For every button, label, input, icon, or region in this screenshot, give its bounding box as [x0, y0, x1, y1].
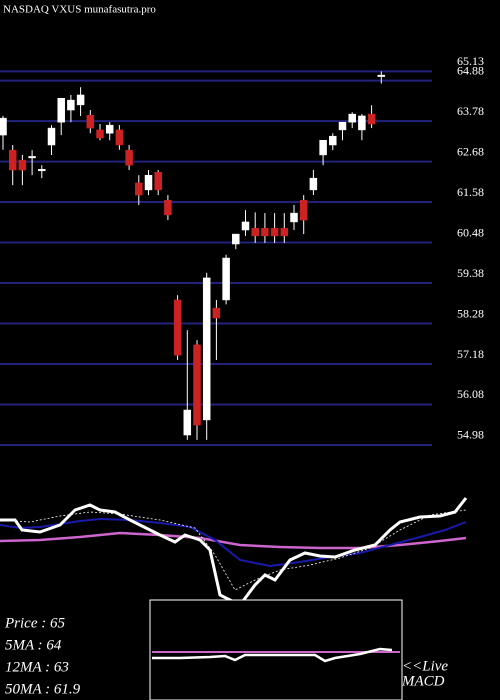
candle-body: [270, 227, 279, 237]
candle-body: [183, 409, 192, 436]
candle-body: [173, 299, 182, 356]
candle-body: [358, 115, 366, 131]
candle-body: [28, 156, 36, 159]
stat-label: 5MA : 64: [5, 637, 62, 653]
candle-body: [125, 149, 133, 166]
candle-body: [280, 227, 289, 237]
candle-body: [202, 277, 211, 421]
candle-body: [47, 127, 56, 146]
candle-body: [241, 221, 250, 231]
y-tick-label: 63.78: [457, 104, 484, 118]
stat-label: 12MA : 63: [5, 659, 69, 675]
candle-body: [0, 117, 7, 136]
candle-body: [38, 169, 46, 172]
candle-body: [144, 174, 153, 191]
candle-body: [367, 113, 376, 125]
stat-label: Price : 65: [4, 615, 65, 631]
candle-body: [57, 98, 65, 123]
candle-body: [76, 94, 85, 106]
candle-body: [96, 129, 104, 139]
y-tick-label: 61.58: [457, 185, 484, 199]
candle-body: [290, 212, 298, 223]
candle-body: [348, 113, 356, 123]
candle-body: [319, 139, 327, 156]
candle-body: [135, 182, 143, 196]
candle-body: [8, 149, 17, 171]
candle-body: [212, 307, 221, 319]
macd-panel: [149, 599, 403, 700]
candle-body: [329, 135, 337, 146]
indicator-panel: [0, 497, 468, 607]
candle-body: [67, 99, 75, 111]
candle-body: [261, 227, 269, 237]
y-tick-label: 58.28: [457, 306, 484, 320]
candle-body: [251, 227, 259, 237]
macd-label: <<Live: [402, 658, 448, 674]
candle-body: [338, 121, 347, 131]
macd-box: [149, 599, 403, 700]
stat-label: 50MA : 61.9: [5, 681, 81, 697]
chart-title: NASDAQ VXUS munafasutra.pro: [3, 4, 156, 16]
y-tick-label: 54.98: [457, 428, 484, 442]
candle-body: [222, 257, 230, 301]
y-tick-label: 62.68: [457, 144, 484, 158]
y-tick-label: 59.38: [457, 266, 484, 280]
candle-body: [377, 74, 386, 77]
candle-body: [193, 344, 201, 426]
candle-body: [18, 159, 27, 171]
candle-body: [299, 199, 308, 221]
indicator-line: [0, 531, 467, 550]
indicator-line: [0, 497, 468, 607]
macd-line: [152, 647, 393, 663]
candle-body: [309, 177, 318, 191]
candle-body: [86, 114, 95, 129]
y-tick-label: 56.08: [457, 387, 484, 401]
candle-body: [105, 124, 114, 134]
y-tick-label: 57.18: [457, 347, 484, 361]
macd-label: MACD: [401, 673, 445, 689]
candle-body: [164, 199, 172, 216]
candle-body: [115, 129, 124, 146]
y-tick-label: 60.48: [457, 225, 484, 239]
y-tick-label: 64.88: [457, 63, 484, 77]
candle-body: [154, 171, 162, 191]
candle-body: [232, 233, 240, 245]
y-tick-label: 65.13: [457, 54, 484, 68]
